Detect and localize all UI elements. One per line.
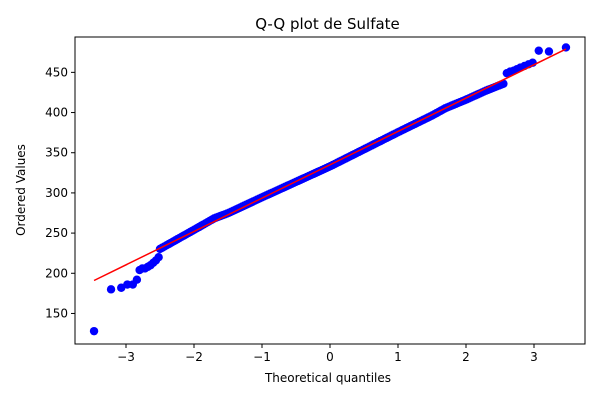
y-tick-label: 450 — [45, 65, 68, 79]
axis-ticks: −3 −2 −1 0 1 2 3 150 200 250 300 350 400 450 — [45, 65, 538, 364]
y-tick-label: 400 — [45, 106, 68, 120]
x-axis-label: Theoretical quantiles — [264, 371, 391, 385]
y-axis-label: Ordered Values — [14, 144, 28, 236]
data-point — [534, 46, 543, 55]
y-tick-label: 250 — [45, 226, 68, 240]
y-tick-label: 300 — [45, 186, 68, 200]
x-tick-label: −3 — [117, 350, 135, 364]
axes-frame — [74, 36, 586, 345]
chart-title: Q-Q plot de Sulfate — [255, 15, 400, 33]
data-point — [132, 275, 142, 284]
x-tick-label: 0 — [326, 350, 334, 364]
fit-line — [93, 48, 567, 282]
x-tick-label: 2 — [462, 350, 470, 364]
data-point — [89, 326, 99, 336]
x-tick-label: 1 — [394, 350, 402, 364]
x-tick-label: −1 — [253, 350, 271, 364]
plot-area — [89, 43, 571, 336]
y-tick-label: 350 — [45, 146, 68, 160]
x-tick-label: −2 — [185, 350, 203, 364]
data-point — [499, 79, 508, 88]
x-tick-label: 3 — [530, 350, 538, 364]
data-point — [544, 47, 554, 56]
data-point — [154, 253, 163, 262]
y-tick-label: 200 — [45, 266, 68, 280]
data-point — [106, 285, 116, 294]
y-tick-label: 150 — [45, 306, 68, 320]
